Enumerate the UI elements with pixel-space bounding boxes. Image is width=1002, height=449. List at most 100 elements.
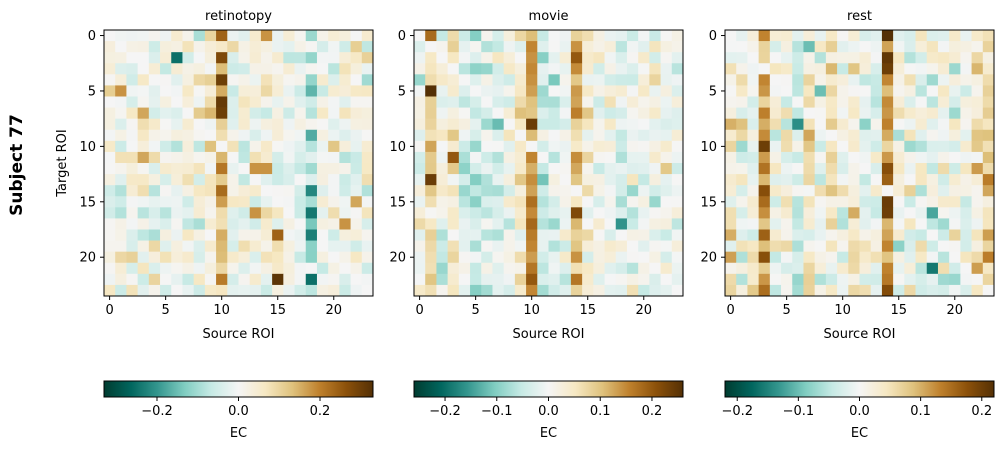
heatmap-cell	[559, 185, 572, 197]
heatmap-cell	[859, 207, 872, 219]
heatmap-cell	[803, 74, 816, 86]
heatmap-cell	[660, 196, 673, 208]
heatmap-cell	[769, 74, 782, 86]
heatmap-cell	[514, 129, 527, 142]
heatmap-cell	[238, 229, 251, 241]
heatmap-cell	[649, 218, 661, 230]
heatmap-cell	[593, 284, 605, 297]
heatmap-cell	[725, 218, 737, 230]
heatmap-cell	[837, 207, 849, 219]
heatmap-cell	[638, 229, 650, 241]
heatmap-cell	[350, 229, 363, 241]
heatmap-cell	[537, 52, 549, 64]
heatmap-cell	[425, 63, 437, 75]
heatmap-cell	[915, 240, 928, 253]
heatmap-cell	[848, 262, 860, 275]
heatmap-cell	[283, 85, 295, 97]
heatmap-cell	[216, 196, 228, 208]
heatmap-cell	[848, 185, 860, 197]
heatmap-cell	[272, 240, 284, 253]
heatmap-cell	[982, 140, 995, 153]
heatmap-cell	[893, 41, 905, 53]
heatmap-cell	[414, 174, 426, 186]
heatmap-cell	[893, 85, 905, 97]
heatmap-cell	[960, 163, 972, 175]
heatmap-cell	[272, 107, 284, 120]
heatmap-cell	[260, 52, 273, 64]
heatmap-cell	[859, 118, 872, 131]
heatmap-cell	[126, 218, 138, 230]
heatmap-cell	[638, 30, 650, 42]
heatmap-cell	[825, 174, 838, 186]
heatmap-cell	[305, 107, 318, 120]
heatmap-cell	[216, 251, 228, 264]
heatmap-cell	[604, 163, 617, 175]
heatmap-cell	[582, 229, 594, 241]
heatmap-cell	[160, 251, 172, 264]
heatmap-cell	[725, 163, 737, 175]
heatmap-cell	[447, 63, 460, 75]
heatmap-cell	[570, 163, 583, 175]
heatmap-cell	[949, 74, 961, 86]
heatmap-cell	[339, 96, 351, 108]
heatmap-cell	[915, 30, 928, 42]
heatmap-cell	[160, 52, 172, 64]
heatmap-cell	[526, 273, 538, 286]
heatmap-cell	[982, 96, 995, 108]
heatmap-cell	[781, 251, 793, 264]
heatmap-cell	[182, 218, 195, 230]
heatmap-cell	[339, 262, 351, 275]
heatmap-cell	[339, 52, 351, 64]
heatmap-cell	[615, 251, 628, 264]
heatmap-cell	[361, 52, 374, 64]
heatmap-cell	[316, 262, 329, 275]
heatmap-cell	[593, 251, 605, 264]
heatmap-cell	[747, 41, 759, 53]
heatmap-cell	[227, 85, 239, 97]
heatmap-cell	[904, 163, 916, 175]
heatmap-cell	[481, 85, 493, 97]
heatmap-cell	[615, 129, 628, 142]
heatmap-cell	[769, 284, 782, 297]
heatmap-cell	[814, 30, 827, 42]
heatmap-cell	[736, 284, 748, 297]
heatmap-cell	[626, 284, 639, 297]
heatmap-cell	[926, 163, 939, 175]
heatmap-cell	[638, 163, 650, 175]
heatmap-cell	[893, 74, 905, 86]
heatmap-cell	[238, 284, 251, 297]
heatmap-cell	[492, 262, 505, 275]
heatmap-cell	[137, 129, 150, 142]
heatmap-cell	[492, 229, 505, 241]
x-tick-label: 20	[635, 303, 652, 318]
heatmap-cell	[548, 284, 561, 297]
heatmap-cell	[182, 107, 195, 120]
heatmap-cell	[582, 196, 594, 208]
heatmap-cell	[671, 151, 684, 164]
heatmap-cell	[104, 74, 116, 86]
heatmap-cell	[160, 41, 172, 53]
heatmap-cell	[414, 129, 426, 142]
heatmap-cell	[104, 140, 116, 153]
y-tick-label: 15	[700, 195, 717, 210]
heatmap-cell	[825, 96, 838, 108]
heatmap-cell	[825, 251, 838, 264]
heatmap-cell	[671, 185, 684, 197]
heatmap-cell	[926, 63, 939, 75]
heatmap-cell	[204, 63, 217, 75]
heatmap-cell	[960, 140, 972, 153]
heatmap-cell	[526, 185, 538, 197]
heatmap-cell	[769, 85, 782, 97]
heatmap-cell	[937, 63, 950, 75]
heatmap-cell	[193, 240, 206, 253]
heatmap-cell	[470, 251, 482, 264]
heatmap-cell	[316, 185, 329, 197]
heatmap-cell	[249, 163, 262, 175]
heatmap-cell	[638, 52, 650, 64]
heatmap-cell	[814, 96, 827, 108]
heatmap-rest	[725, 30, 995, 297]
heatmap-cell	[736, 74, 748, 86]
heatmap-cell	[881, 229, 894, 241]
heatmap-cell	[859, 41, 872, 53]
heatmap-cell	[949, 229, 961, 241]
